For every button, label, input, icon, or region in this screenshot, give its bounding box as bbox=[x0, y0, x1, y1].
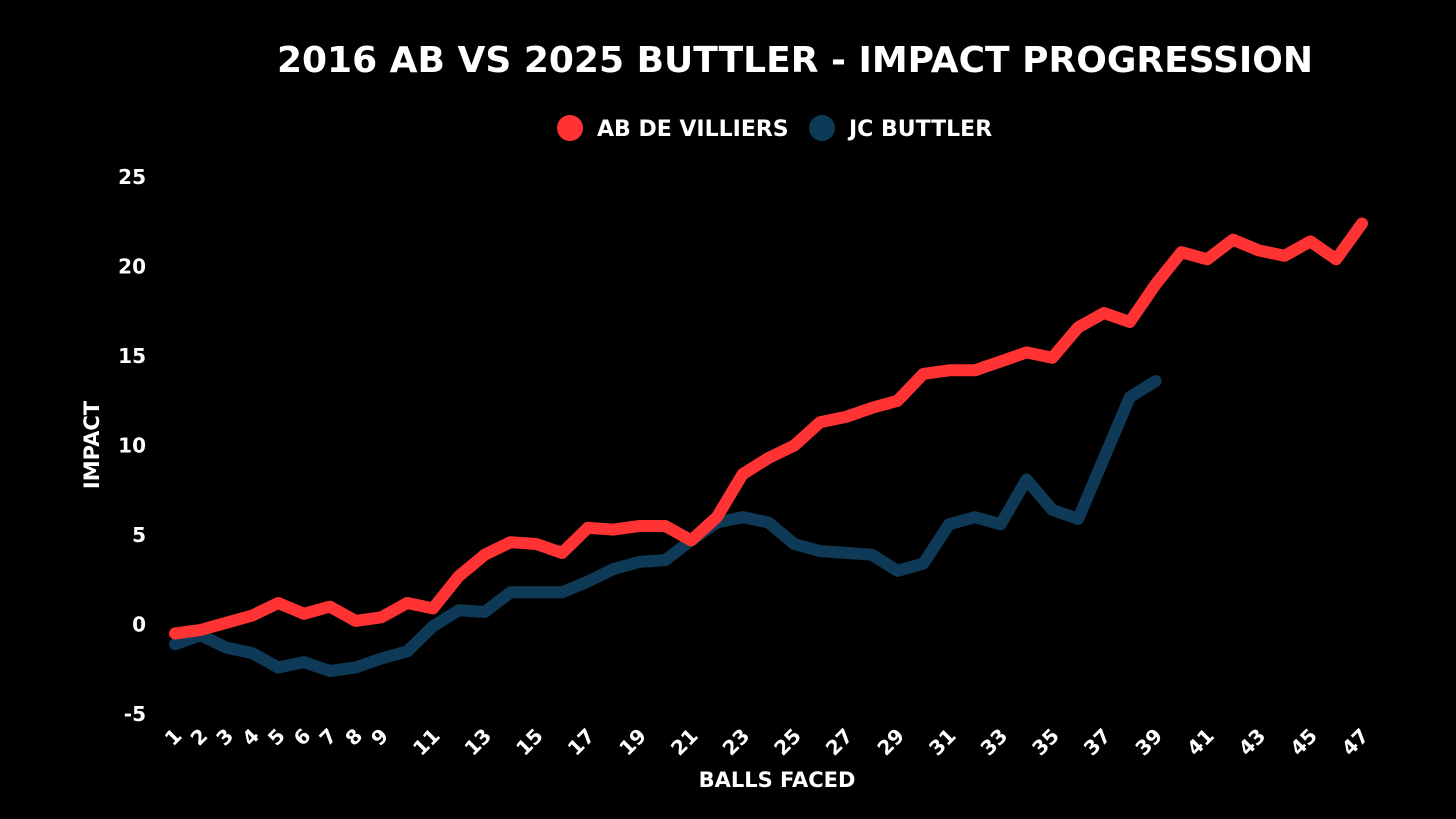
y-tick-label: 20 bbox=[118, 255, 146, 279]
series-lines bbox=[169, 217, 1368, 677]
legend-label-jc-buttler: JC BUTTLER bbox=[847, 117, 992, 142]
y-tick-label: 15 bbox=[118, 344, 146, 368]
legend: AB DE VILLIERS JC BUTTLER bbox=[557, 115, 992, 142]
chart-title: 2016 AB VS 2025 BUTTLER - IMPACT PROGRES… bbox=[277, 40, 1313, 81]
y-axis-ticks: -5 0 5 10 15 20 25 bbox=[118, 165, 146, 726]
y-tick-label: 5 bbox=[132, 523, 146, 547]
legend-marker-jc-buttler bbox=[809, 115, 835, 141]
x-axis-label: BALLS FACED bbox=[699, 768, 856, 792]
legend-marker-ab-de-villiers bbox=[557, 115, 583, 141]
y-tick-label: 25 bbox=[118, 165, 146, 189]
legend-item-jc-buttler[interactable]: JC BUTTLER bbox=[809, 115, 992, 142]
y-tick-label: 0 bbox=[132, 613, 146, 637]
legend-label-ab-de-villiers: AB DE VILLIERS bbox=[597, 117, 789, 142]
series-line-jc-buttler bbox=[169, 375, 1162, 677]
legend-item-ab-de-villiers[interactable]: AB DE VILLIERS bbox=[557, 115, 789, 142]
y-axis-label: IMPACT bbox=[80, 400, 104, 489]
y-tick-label: 10 bbox=[118, 434, 146, 458]
y-tick-label: -5 bbox=[124, 702, 146, 726]
series-line-ab-de-villiers bbox=[169, 217, 1368, 640]
